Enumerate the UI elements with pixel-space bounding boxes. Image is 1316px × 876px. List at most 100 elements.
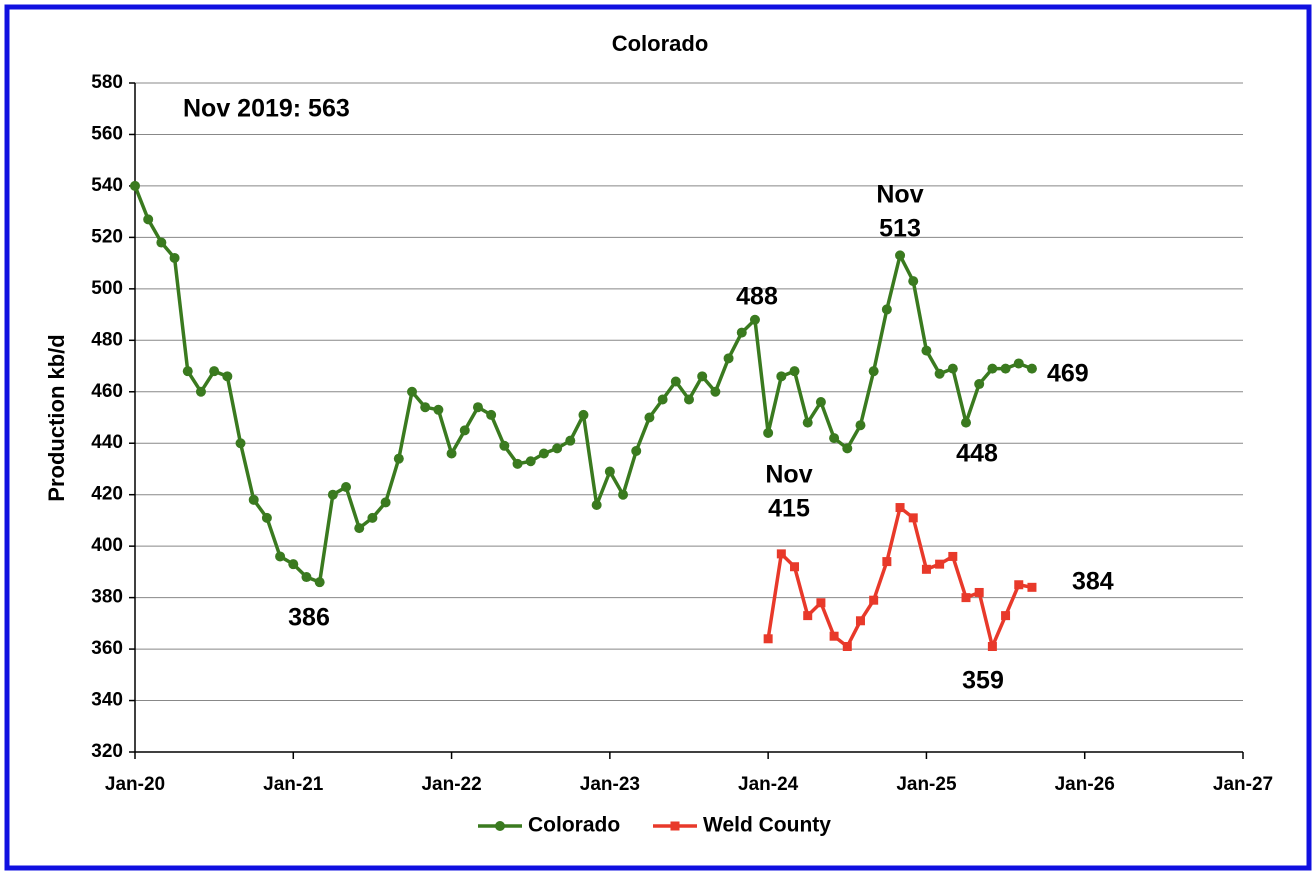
x-tick-label: Jan-26	[1055, 774, 1115, 795]
legend-label: Colorado	[528, 814, 620, 837]
point	[842, 642, 852, 652]
point	[1013, 358, 1024, 369]
point	[288, 559, 299, 570]
point	[763, 427, 774, 438]
point	[446, 448, 457, 459]
point	[393, 453, 404, 464]
y-tick-label: 380	[91, 587, 123, 608]
y-tick-label: 540	[91, 175, 123, 196]
point	[261, 512, 272, 523]
point	[156, 237, 167, 248]
point	[130, 180, 140, 191]
y-tick-label: 580	[91, 72, 123, 93]
point	[275, 551, 286, 562]
point	[420, 402, 431, 413]
point	[816, 598, 826, 608]
point	[948, 551, 958, 561]
point	[618, 489, 629, 500]
y-tick-label: 420	[91, 484, 123, 505]
point	[631, 445, 642, 456]
point	[248, 494, 259, 505]
point	[552, 443, 563, 454]
point	[947, 363, 958, 374]
point	[314, 577, 325, 588]
point	[855, 616, 865, 626]
point	[499, 440, 510, 451]
point	[987, 642, 997, 652]
annotation: Nov	[876, 181, 923, 209]
point	[657, 394, 668, 405]
point	[789, 366, 800, 377]
legend-label: Weld County	[703, 814, 831, 837]
point	[495, 821, 505, 831]
point	[908, 513, 918, 523]
point	[987, 363, 998, 374]
annotation: 415	[768, 495, 810, 523]
point	[1026, 363, 1037, 374]
y-tick-label: 560	[91, 123, 123, 144]
point	[934, 368, 945, 379]
x-tick-label: Jan-23	[580, 774, 640, 795]
point	[367, 512, 378, 523]
point	[1001, 611, 1011, 621]
annotation: 359	[962, 667, 1004, 695]
point	[433, 404, 444, 415]
point	[842, 443, 853, 454]
annotation: 488	[736, 283, 778, 311]
annotation: 469	[1047, 360, 1089, 388]
point	[736, 327, 747, 338]
chart-title: Colorado	[612, 31, 709, 56]
point	[961, 593, 971, 603]
y-tick-label: 340	[91, 690, 123, 711]
x-tick-label: Jan-24	[738, 774, 799, 795]
y-tick-label: 320	[91, 741, 123, 762]
point	[578, 409, 589, 420]
annotation: 513	[879, 215, 921, 243]
point	[803, 611, 813, 621]
point	[974, 379, 985, 390]
y-tick-label: 520	[91, 226, 123, 247]
point	[802, 417, 813, 428]
x-tick-label: Jan-20	[105, 774, 165, 795]
point	[407, 386, 417, 397]
point	[723, 353, 734, 364]
point	[591, 499, 602, 510]
y-tick-label: 360	[91, 638, 123, 659]
point	[921, 345, 932, 356]
point	[195, 386, 206, 397]
point	[776, 549, 786, 559]
point	[921, 564, 931, 574]
point	[697, 371, 708, 382]
point	[935, 559, 945, 569]
annotation: 386	[288, 604, 330, 632]
point	[855, 420, 866, 431]
point	[790, 562, 800, 572]
point	[895, 250, 906, 261]
point	[472, 402, 483, 413]
point	[354, 523, 365, 534]
point	[222, 371, 233, 382]
point	[235, 438, 246, 449]
x-tick-label: Jan-21	[263, 774, 324, 795]
point	[763, 634, 773, 644]
point	[829, 433, 840, 444]
y-tick-label: 480	[91, 329, 123, 350]
y-tick-label: 500	[91, 278, 123, 299]
x-tick-label: Jan-27	[1213, 774, 1273, 795]
point	[327, 489, 338, 500]
annotation: Nov	[765, 461, 812, 489]
x-tick-label: Jan-22	[421, 774, 481, 795]
point	[380, 497, 391, 508]
point	[512, 458, 523, 469]
y-tick-label: 440	[91, 432, 123, 453]
annotation: Nov 2019: 563	[183, 95, 350, 123]
point	[182, 366, 193, 377]
annotation: 384	[1072, 568, 1114, 596]
point	[749, 314, 760, 325]
annotation: 448	[956, 440, 998, 468]
point	[459, 425, 470, 436]
point	[525, 456, 536, 467]
point	[684, 394, 694, 405]
point	[670, 376, 681, 387]
